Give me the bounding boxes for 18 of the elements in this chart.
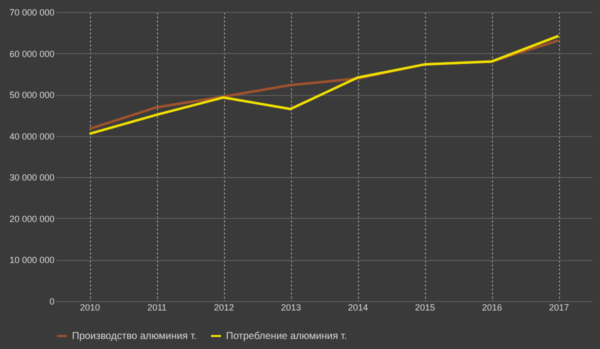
x-tick-label: 2010 <box>80 302 100 312</box>
y-tick-label: 30 000 000 <box>9 172 54 183</box>
legend-label: Производство алюминия т. <box>72 331 197 342</box>
y-tick-label: 40 000 000 <box>9 131 54 142</box>
y-tick-label: 70 000 000 <box>9 8 54 18</box>
y-tick-label: 20 000 000 <box>9 214 54 224</box>
legend-label: Потребление алюминия т. <box>226 331 348 342</box>
x-tick-label: 2013 <box>280 302 302 312</box>
x-tick-label: 2015 <box>414 302 436 312</box>
x-tick-label: 2011 <box>147 302 167 312</box>
x-tick-label: 2014 <box>348 302 368 312</box>
y-tick-label: 0 <box>49 296 54 306</box>
x-tick-label: 2017 <box>548 302 570 312</box>
x-tick-label: 2016 <box>482 302 502 312</box>
y-tick-label: 50 000 000 <box>9 90 54 100</box>
x-tick-label: 2012 <box>214 302 234 312</box>
y-tick-label: 60 000 000 <box>9 48 54 59</box>
y-tick-label: 10 000 000 <box>9 255 54 266</box>
